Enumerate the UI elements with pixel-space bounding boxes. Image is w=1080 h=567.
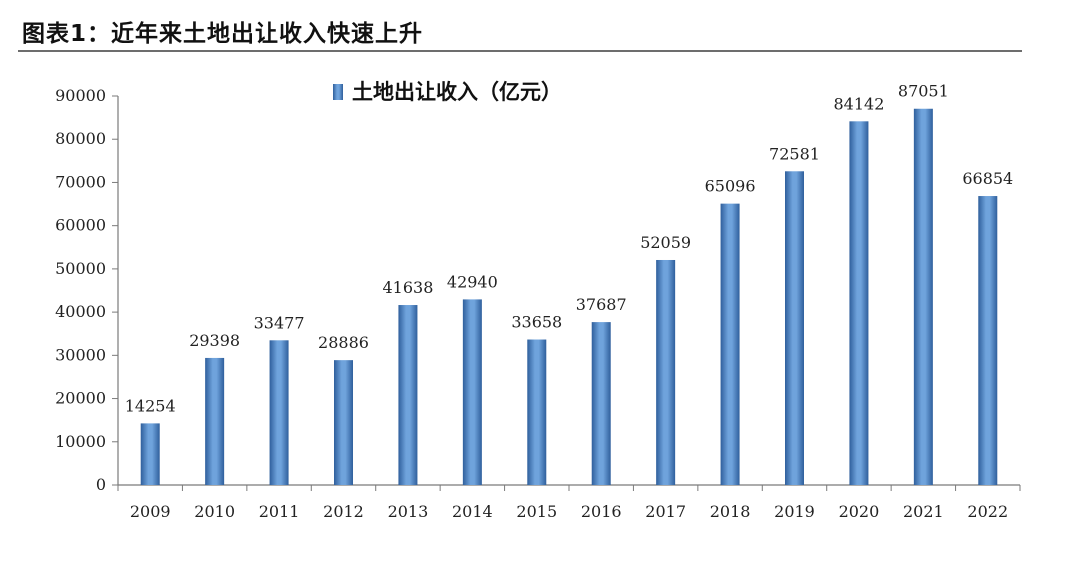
legend: 土地出让收入（亿元） [333, 80, 562, 104]
y-tick-label: 70000 [55, 172, 106, 191]
bar [656, 259, 676, 485]
data-labels: 14254 29398 33477 28886 41638 42940 33658 37687… [125, 82, 1013, 416]
bar [527, 339, 547, 485]
y-tick-label: 40000 [55, 302, 106, 321]
data-label: 29398 [189, 331, 240, 350]
bar [334, 360, 353, 485]
bar [913, 108, 933, 486]
bar [398, 305, 418, 485]
bar [978, 196, 998, 485]
x-tick-label: 2019 [774, 502, 815, 521]
data-label: 28886 [318, 333, 369, 352]
bar [462, 299, 482, 485]
bar [140, 423, 160, 485]
bar [205, 357, 225, 485]
x-tick-label: 2017 [645, 502, 686, 521]
x-axis-labels: 2009 2010 2011 2012 2013 2014 2015 2016 2017 2018… [130, 502, 1008, 521]
x-tick-label: 2015 [516, 502, 557, 521]
x-tick-label: 2022 [967, 502, 1008, 521]
bar [720, 203, 740, 485]
bars [140, 108, 998, 486]
x-tick-label: 2009 [130, 502, 171, 521]
data-label: 65096 [705, 177, 756, 196]
x-tick-label: 2013 [388, 502, 429, 521]
x-tick-label: 2018 [710, 502, 751, 521]
data-label: 66854 [962, 169, 1013, 188]
data-label: 33477 [254, 313, 305, 332]
x-tick-label: 2012 [323, 502, 364, 521]
y-tick-label: 20000 [55, 389, 106, 408]
data-label: 33658 [511, 313, 562, 332]
y-axis-ticks: 0 10000 20000 30000 40000 50000 60000 70000 8000… [55, 86, 118, 494]
data-label: 52059 [640, 233, 691, 252]
bar [269, 340, 289, 485]
data-label: 87051 [898, 82, 949, 101]
x-tick-label: 2021 [903, 502, 944, 521]
axes [117, 96, 1021, 491]
data-label: 72581 [769, 144, 820, 163]
legend-label: 土地出让收入（亿元） [352, 80, 562, 104]
y-tick-label: 50000 [55, 259, 106, 278]
x-tick-label: 2020 [839, 502, 880, 521]
x-tick-label: 2011 [259, 502, 300, 521]
y-tick-label: 80000 [55, 129, 106, 148]
title-rule [18, 50, 1022, 52]
data-label: 41638 [382, 278, 433, 297]
x-tick-label: 2014 [452, 502, 493, 521]
x-tick-label: 2016 [581, 502, 622, 521]
y-tick-label: 10000 [55, 432, 106, 451]
y-tick-label: 60000 [55, 216, 106, 235]
data-label: 84142 [833, 94, 884, 113]
y-tick-label: 30000 [55, 345, 106, 364]
data-label: 14254 [125, 396, 176, 415]
data-label: 42940 [447, 272, 498, 291]
data-label: 37687 [576, 295, 627, 314]
bar [591, 322, 611, 485]
y-tick-label: 0 [96, 475, 106, 494]
bar [785, 171, 804, 485]
figure-title: 图表1：近年来土地出让收入快速上升 [22, 21, 424, 47]
legend-swatch [333, 84, 343, 100]
bar [849, 121, 869, 485]
x-tick-label: 2010 [194, 502, 235, 521]
y-tick-label: 90000 [55, 86, 106, 105]
